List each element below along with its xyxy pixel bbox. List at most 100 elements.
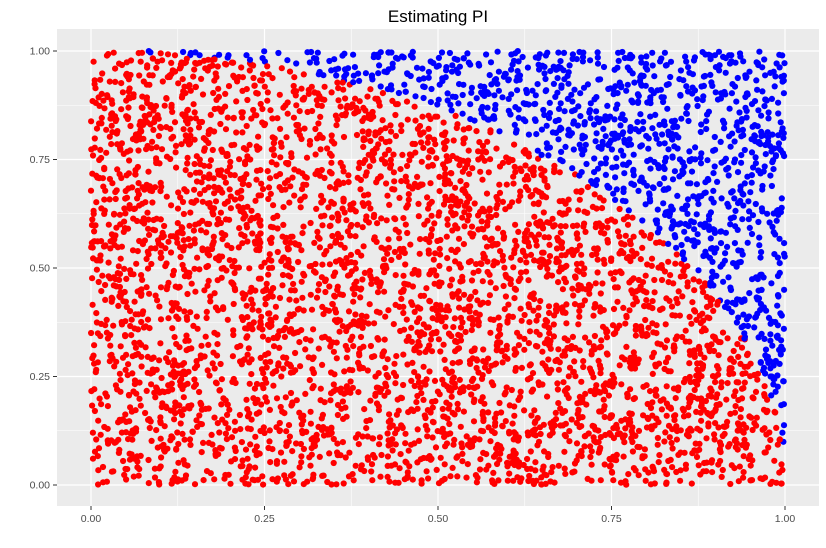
point-inside [443,399,450,406]
point-outside [562,143,569,150]
point-inside [321,83,328,90]
point-outside [765,115,772,122]
point-outside [569,98,576,105]
point-inside [544,339,552,346]
point-outside [554,89,561,96]
point-inside [306,263,313,270]
point-inside [158,403,165,411]
point-outside [145,48,152,55]
point-outside [762,96,769,103]
point-inside [495,477,502,484]
point-inside [298,414,305,421]
point-inside [559,409,566,416]
point-inside [537,297,544,305]
point-inside [285,272,292,279]
point-inside [596,220,603,227]
point-inside [110,49,117,56]
point-inside [628,277,635,284]
point-inside [392,441,399,448]
point-inside [318,166,325,174]
point-inside [111,363,118,370]
point-inside [158,374,165,382]
point-inside [526,472,533,480]
point-inside [123,113,130,120]
point-inside [318,192,325,199]
point-inside [243,224,251,231]
point-inside [287,472,294,479]
point-inside [290,478,298,485]
point-inside [724,380,731,387]
point-inside [388,256,395,264]
point-inside [246,67,253,74]
point-inside [274,225,281,232]
point-inside [157,316,165,323]
point-inside [163,355,170,362]
point-inside [561,448,568,455]
point-outside [605,85,612,93]
point-inside [94,453,101,460]
point-inside [545,356,552,363]
point-inside [568,416,575,423]
point-inside [549,464,556,471]
point-inside [356,98,363,105]
point-inside [415,437,423,444]
point-outside [532,100,539,107]
point-inside [453,454,460,461]
point-inside [108,122,115,129]
point-inside [307,219,314,227]
point-outside [566,62,573,69]
point-inside [673,436,681,443]
point-inside [625,421,633,428]
point-inside [231,196,239,203]
point-inside [151,389,158,396]
point-outside [243,52,250,59]
point-inside [366,163,373,170]
point-inside [593,205,600,212]
point-inside [604,239,612,246]
point-inside [478,154,485,161]
point-outside [591,155,598,162]
point-inside [277,449,285,456]
point-inside [348,268,355,275]
point-inside [719,466,726,474]
point-inside [250,106,257,114]
point-inside [400,309,407,317]
point-outside [442,74,449,81]
point-inside [454,225,461,232]
point-inside [606,381,613,389]
point-outside [629,53,636,60]
point-inside [311,239,318,246]
point-outside [611,116,618,123]
point-inside [104,92,111,99]
point-outside [627,128,634,135]
point-inside [122,332,129,339]
point-inside [333,339,340,346]
point-inside [256,324,263,331]
point-outside [656,140,663,147]
point-inside [399,151,406,158]
point-inside [439,405,446,413]
point-outside [777,119,784,126]
point-inside [682,465,690,472]
point-inside [533,242,540,249]
point-inside [696,346,703,353]
point-outside [724,243,731,250]
point-inside [396,194,403,201]
point-inside [562,470,569,477]
point-inside [521,311,528,319]
point-inside [473,261,480,268]
point-inside [334,411,341,419]
point-outside [579,151,586,158]
point-inside [188,402,195,409]
point-inside [313,294,321,301]
point-inside [551,222,558,229]
point-inside [167,249,175,256]
point-inside [369,477,376,484]
point-outside [731,138,738,145]
point-inside [539,360,546,367]
point-inside [437,454,444,461]
point-inside [230,331,237,339]
point-inside [319,361,326,368]
point-inside [414,459,421,466]
point-inside [452,201,460,208]
